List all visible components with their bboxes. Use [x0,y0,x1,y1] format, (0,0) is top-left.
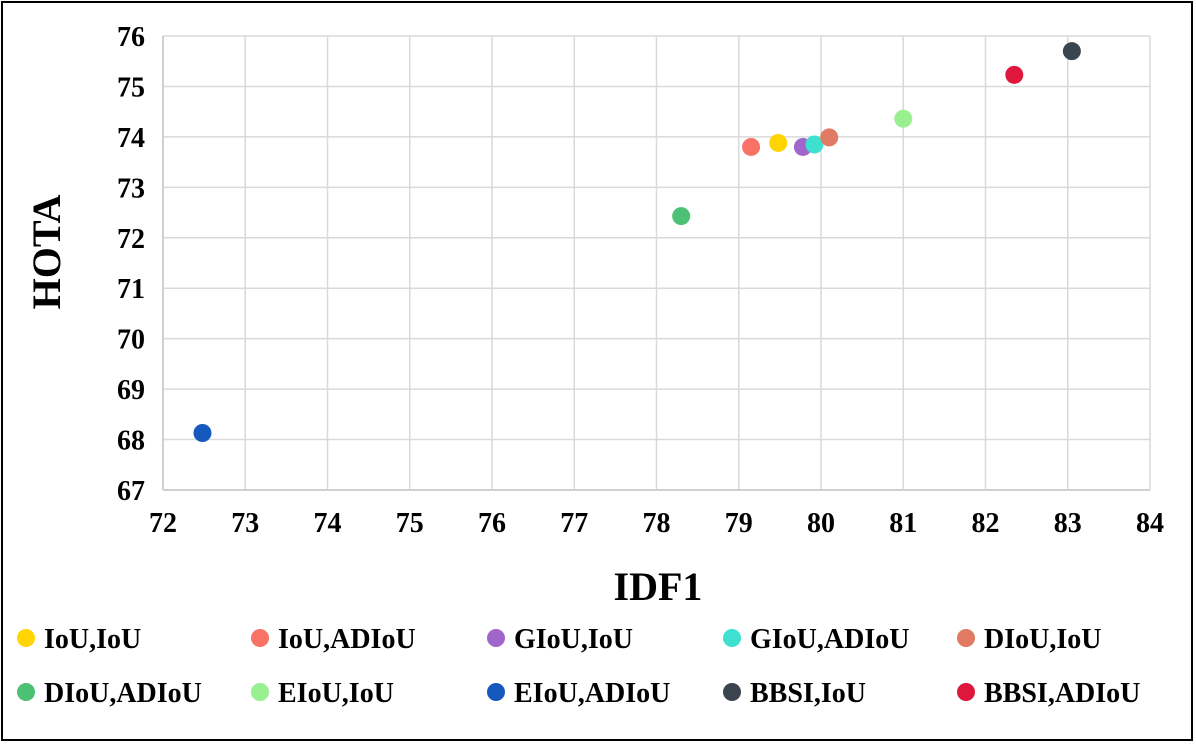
x-tick-label: 79 [725,508,753,539]
x-tick-label: 77 [560,508,588,539]
legend-marker [251,683,269,701]
point-iou-adiou [742,137,761,156]
legend-marker [487,683,505,701]
legend: IoU,IoU IoU,ADIoU GIoU,IoU GIoU,ADIoU DIoU,I… [17,624,1140,709]
x-tick-label: 78 [643,508,671,539]
y-tick-label: 71 [117,274,145,305]
legend-item: IoU,ADIoU [251,624,416,655]
plot-axes [162,36,1150,491]
y-tick-label: 72 [117,224,145,255]
point-eiou-adiou [193,423,212,442]
point-bbsi-iou [1062,42,1081,61]
x-tick-label: 81 [889,508,917,539]
y-axis-title: HOTA [24,194,69,309]
x-tick-label: 83 [1054,508,1082,539]
legend-item: GIoU,ADIoU [723,624,909,655]
y-tick-label: 74 [117,123,145,154]
y-tick-labels: 67 68 69 70 71 72 73 74 75 76 [117,22,145,507]
y-tick-label: 69 [117,375,145,406]
x-axis-title: IDF1 [614,564,703,609]
legend-marker [723,629,741,647]
legend-marker [723,683,741,701]
x-tick-label: 75 [396,508,424,539]
x-tick-label: 72 [149,508,177,539]
legend-label: GIoU,ADIoU [750,624,909,655]
x-tick-label: 76 [478,508,506,539]
point-eiou-iou [894,109,913,128]
grid-lines [163,35,1151,490]
legend-item: BBSI,IoU [723,678,866,709]
legend-item: DIoU,IoU [957,624,1101,655]
legend-marker [17,683,35,701]
legend-item: EIoU,IoU [251,678,394,709]
x-tick-label: 84 [1136,508,1164,539]
legend-item: GIoU,IoU [487,624,633,655]
legend-label: IoU,IoU [44,624,141,655]
x-tick-labels: 72 73 74 75 76 77 78 79 80 81 82 83 84 [149,508,1164,539]
legend-marker [251,629,269,647]
legend-item: IoU,IoU [17,624,141,655]
legend-label: DIoU,IoU [984,624,1101,655]
legend-label: EIoU,ADIoU [514,678,670,709]
x-tick-label: 80 [807,508,835,539]
legend-marker [17,629,35,647]
y-tick-label: 76 [117,22,145,53]
y-tick-label: 73 [117,173,145,204]
legend-label: BBSI,IoU [750,678,866,709]
legend-marker [957,629,975,647]
legend-marker [487,629,505,647]
legend-label: IoU,ADIoU [278,624,416,655]
legend-label: DIoU,ADIoU [44,678,202,709]
point-giou-adiou [805,135,824,154]
legend-item: DIoU,ADIoU [17,678,202,709]
y-tick-label: 75 [117,72,145,103]
x-tick-label: 74 [314,508,342,539]
point-bbsi-adiou [1005,65,1024,84]
legend-item: EIoU,ADIoU [487,678,670,709]
legend-marker [957,683,975,701]
point-diou-adiou [672,207,691,226]
x-tick-label: 82 [972,508,1000,539]
legend-label: EIoU,IoU [278,678,394,709]
y-tick-label: 67 [117,476,145,507]
y-tick-label: 70 [117,325,145,356]
legend-label: GIoU,IoU [514,624,633,655]
point-iou-iou [769,133,788,152]
point-diou-iou [820,128,839,147]
legend-item: BBSI,ADIoU [957,678,1140,709]
x-tick-label: 73 [231,508,259,539]
y-tick-label: 68 [117,426,145,457]
legend-label: BBSI,ADIoU [984,678,1140,709]
data-points [193,42,1081,442]
